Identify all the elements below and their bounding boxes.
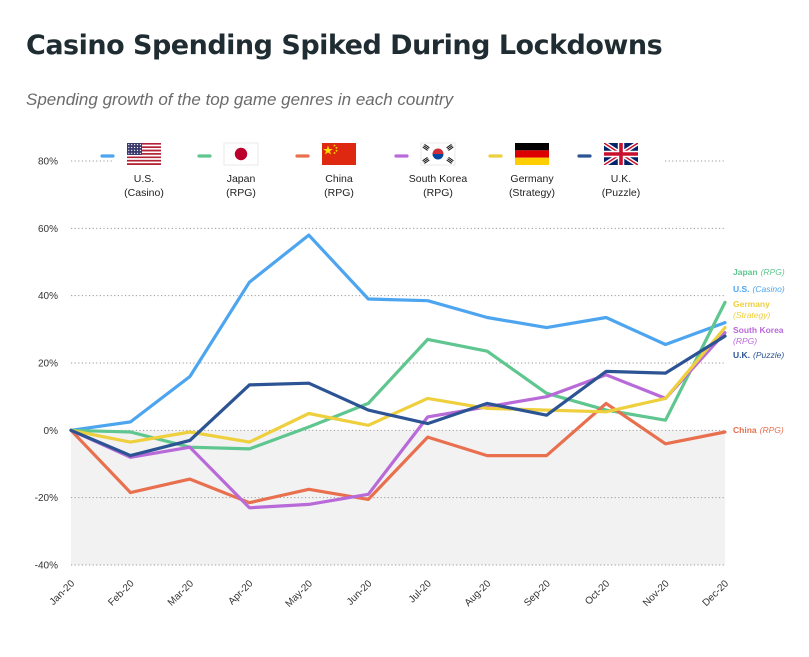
end-label-uk: U.K. (Puzzle)	[733, 350, 784, 360]
legend-label: U.S.	[134, 173, 154, 185]
x-tick-label: Nov-20	[641, 578, 672, 609]
x-tick-label: Dec-20	[701, 578, 732, 609]
end-label-name: Germany	[733, 299, 770, 309]
us-flag-icon	[127, 143, 161, 165]
legend-background	[112, 136, 665, 202]
end-label-name: South Korea	[733, 325, 784, 335]
svg-text:U.S.(Casino): U.S. (Casino)	[733, 284, 785, 294]
legend-item-uk: U.K. (Puzzle)	[577, 143, 641, 199]
legend-label: U.K.	[611, 173, 631, 185]
x-tick-label: Oct-20	[583, 578, 612, 607]
legend-genre: (Puzzle)	[602, 187, 641, 199]
end-label-japan: Japan (RPG)	[733, 267, 785, 277]
end-label-name: China	[733, 425, 757, 435]
chart-subtitle: Spending growth of the top game genres i…	[26, 90, 454, 109]
legend-genre: (RPG)	[324, 187, 354, 199]
svg-text:China(RPG): China (RPG)	[733, 425, 784, 435]
series-line-south_korea	[69, 331, 727, 510]
legend-item-japan: Japan (RPG)	[197, 142, 259, 199]
end-label-genre: (Casino)	[753, 284, 785, 294]
x-tick-label: May-20	[284, 578, 316, 610]
uk-flag-icon	[604, 143, 638, 165]
end-label-genre: (RPG)	[733, 336, 757, 346]
svg-text:Germany(Strategy): Germany (Strategy)	[733, 299, 770, 320]
legend-item-germany: Germany (Strategy)	[488, 143, 555, 199]
legend-genre: (Strategy)	[509, 187, 555, 199]
y-tick-label: -40%	[35, 561, 58, 572]
china-flag-icon	[322, 143, 356, 165]
legend-label: China	[325, 173, 353, 185]
legend-genre: (RPG)	[226, 187, 256, 199]
svg-text:Japan(RPG): Japan (RPG)	[733, 267, 785, 277]
y-tick-label: 40%	[38, 291, 58, 302]
series-line-japan	[69, 300, 727, 451]
series-line-uk	[69, 334, 727, 458]
x-tick-label: Apr-20	[226, 578, 255, 607]
end-label-name: Japan	[733, 267, 758, 277]
germany-flag-icon	[515, 143, 549, 165]
legend-genre: (Casino)	[124, 187, 164, 199]
south-korea-flag-icon	[420, 142, 456, 166]
x-tick-label: Jan-20	[48, 578, 78, 608]
end-label-south_korea: South Korea (RPG)	[733, 325, 784, 346]
series-line-us	[69, 233, 727, 432]
legend-item-us: U.S. (Casino)	[100, 143, 164, 199]
end-label-us: U.S. (Casino)	[733, 284, 785, 294]
y-tick-label: 20%	[38, 359, 58, 370]
end-label-china: China (RPG)	[733, 425, 784, 435]
x-tick-label: Jun-20	[345, 578, 375, 608]
end-label-name: U.S.	[733, 284, 750, 294]
legend-genre: (RPG)	[423, 187, 453, 199]
y-tick-label: 80%	[38, 157, 58, 168]
x-tick-label: Mar-20	[166, 578, 196, 608]
series-line-germany	[69, 326, 727, 444]
chart-title: Casino Spending Spiked During Lockdowns	[26, 30, 663, 61]
end-label-genre: (Puzzle)	[753, 350, 784, 360]
end-label-germany: Germany (Strategy)	[733, 299, 770, 320]
legend-label: Germany	[510, 173, 554, 185]
legend-label: South Korea	[409, 173, 468, 185]
x-tick-label: Sep-20	[522, 578, 553, 609]
x-tick-label: Jul-20	[407, 578, 434, 605]
y-tick-label: 0%	[44, 426, 59, 437]
x-tick-label: Aug-20	[463, 578, 494, 609]
svg-text:U.K.(Puzzle): U.K. (Puzzle)	[733, 350, 784, 360]
y-tick-label: 60%	[38, 224, 58, 235]
legend-label: Japan	[227, 173, 256, 185]
end-label-genre: (RPG)	[760, 425, 784, 435]
japan-flag-icon	[223, 142, 259, 166]
end-label-genre: (RPG)	[761, 267, 785, 277]
end-label-genre: (Strategy)	[733, 310, 770, 320]
end-label-name: U.K.	[733, 350, 750, 360]
x-tick-label: Feb-20	[106, 578, 136, 608]
legend-item-china: China (RPG)	[295, 143, 356, 199]
legend-item-south_korea: South Korea (RPG)	[394, 142, 468, 199]
svg-text:South Korea(RPG): South Korea (RPG)	[733, 325, 784, 346]
y-tick-label: -20%	[35, 493, 58, 504]
